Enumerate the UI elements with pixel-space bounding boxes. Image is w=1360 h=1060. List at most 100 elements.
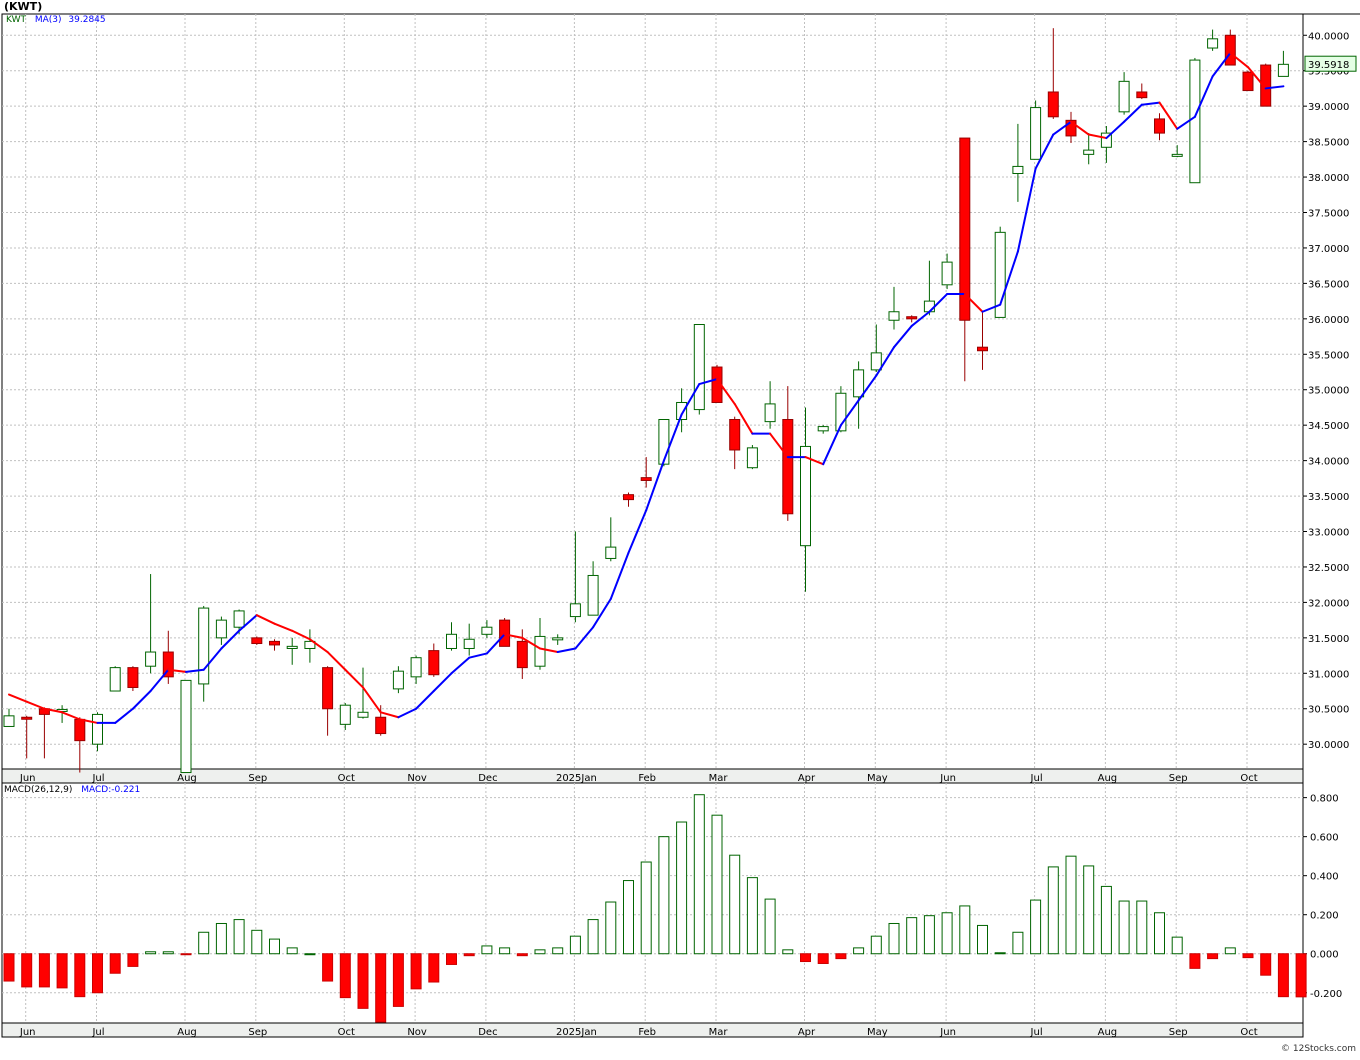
macd-bar xyxy=(569,935,581,955)
price-y-tick-label: 33.5000 xyxy=(1308,492,1349,503)
macd-bar xyxy=(906,917,918,955)
candle-body xyxy=(446,633,457,649)
candle-body xyxy=(977,346,988,352)
macd-bar xyxy=(109,953,121,974)
candle-body xyxy=(269,640,280,646)
candle-body xyxy=(162,651,174,678)
ma-line-segment xyxy=(698,378,718,386)
macd-bar xyxy=(676,821,688,955)
macd-bar xyxy=(357,953,369,1009)
candle-body xyxy=(375,716,387,735)
ma-line-segment xyxy=(592,597,612,629)
candle-body xyxy=(923,300,935,313)
macd-bar xyxy=(304,953,316,956)
ma-line-segment xyxy=(273,622,294,632)
candle-body xyxy=(729,419,741,451)
macd-y-tick-label: -0.200 xyxy=(1310,989,1342,1000)
candle-body xyxy=(888,311,900,321)
candle-body xyxy=(800,445,811,547)
macd-bar xyxy=(1224,947,1236,955)
price-x-tick-label: Sep xyxy=(1169,773,1188,784)
ma-line-segment xyxy=(1176,115,1196,130)
macd-bar xyxy=(410,953,422,990)
candle-body xyxy=(251,637,263,645)
price-y-tick-label: 32.0000 xyxy=(1308,598,1349,609)
macd-x-tick-label: Sep xyxy=(1169,1027,1188,1038)
ma-line-segment xyxy=(645,459,665,512)
price-x-axis-band xyxy=(1,768,1304,784)
macd-legend-value: MACD:-0.221 xyxy=(81,785,141,795)
candle-body xyxy=(1012,165,1024,175)
macd-x-tick-label: Jul xyxy=(91,1027,104,1038)
ma-line-segment xyxy=(485,633,506,655)
price-y-tick-label: 39.0000 xyxy=(1308,102,1349,113)
candle-body xyxy=(640,477,652,481)
ma-line-segment xyxy=(379,711,400,719)
candle-body xyxy=(906,316,918,320)
macd-x-tick-label: Aug xyxy=(177,1027,197,1038)
price-y-tick-label: 38.0000 xyxy=(1308,173,1349,184)
price-legend-symbol: KWT xyxy=(6,15,26,25)
last-price-tag-text: 39.5918 xyxy=(1308,60,1349,71)
price-x-tick-label: Aug xyxy=(1098,773,1118,784)
price-x-tick-label: Jun xyxy=(19,773,36,784)
ma-line-segment xyxy=(574,626,595,650)
candle-body xyxy=(587,574,599,616)
macd-bar xyxy=(764,898,776,955)
candle-body xyxy=(516,640,528,669)
last-price-tag-box xyxy=(1304,55,1357,72)
candle-body xyxy=(1189,59,1201,184)
ma-line-segment xyxy=(43,707,64,714)
candle-body xyxy=(1118,80,1130,113)
macd-bar xyxy=(92,953,103,994)
price-x-tick-label: Feb xyxy=(638,773,656,784)
macd-x-tick-label: Jun xyxy=(939,1027,956,1038)
candle-body xyxy=(339,704,351,725)
candle-body xyxy=(870,352,882,371)
candle-body xyxy=(392,670,404,690)
ma-line-segment xyxy=(963,293,984,313)
macd-bar xyxy=(38,953,50,988)
macd-bar xyxy=(977,924,988,955)
macd-bar xyxy=(339,953,351,999)
macd-bar xyxy=(74,953,86,998)
macd-bar xyxy=(800,953,811,963)
ma-line-segment xyxy=(78,718,99,724)
price-y-tick-label: 30.0000 xyxy=(1308,740,1349,751)
macd-bar xyxy=(1083,865,1095,955)
ma-line-segment xyxy=(25,700,46,710)
candle-body xyxy=(410,657,422,678)
candle-body xyxy=(1136,91,1148,99)
macd-bar xyxy=(375,953,387,1023)
macd-bar xyxy=(1100,885,1112,955)
macd-bar xyxy=(693,794,705,955)
ma-line-segment xyxy=(362,686,382,714)
price-y-tick-label: 32.5000 xyxy=(1308,563,1349,574)
macd-bar xyxy=(853,947,865,955)
candle-body xyxy=(853,369,865,398)
ma-line-segment xyxy=(220,629,241,650)
macd-bar xyxy=(605,901,617,955)
price-y-tick-label: 34.0000 xyxy=(1308,457,1349,468)
ma-line-segment xyxy=(1229,51,1249,69)
price-y-tick-label: 31.5000 xyxy=(1308,634,1349,645)
ma-line-segment xyxy=(1087,133,1108,140)
ma-line-segment xyxy=(185,668,205,673)
price-y-tick-label: 34.5000 xyxy=(1308,421,1349,432)
macd-bar xyxy=(1012,931,1024,955)
price-panel-frame xyxy=(1,13,1304,770)
candle-body xyxy=(1030,107,1042,160)
candle-body xyxy=(286,645,298,649)
ma-line-segment xyxy=(326,651,347,671)
candle-body xyxy=(109,667,121,692)
ma-line-segment xyxy=(910,310,931,327)
macd-bar xyxy=(21,953,33,988)
macd-bar xyxy=(1295,953,1307,998)
candle-body xyxy=(1065,119,1077,137)
macd-bar xyxy=(658,836,670,955)
macd-bar xyxy=(870,935,882,955)
moving-average-layer xyxy=(8,51,1285,724)
macd-bar xyxy=(251,929,263,955)
